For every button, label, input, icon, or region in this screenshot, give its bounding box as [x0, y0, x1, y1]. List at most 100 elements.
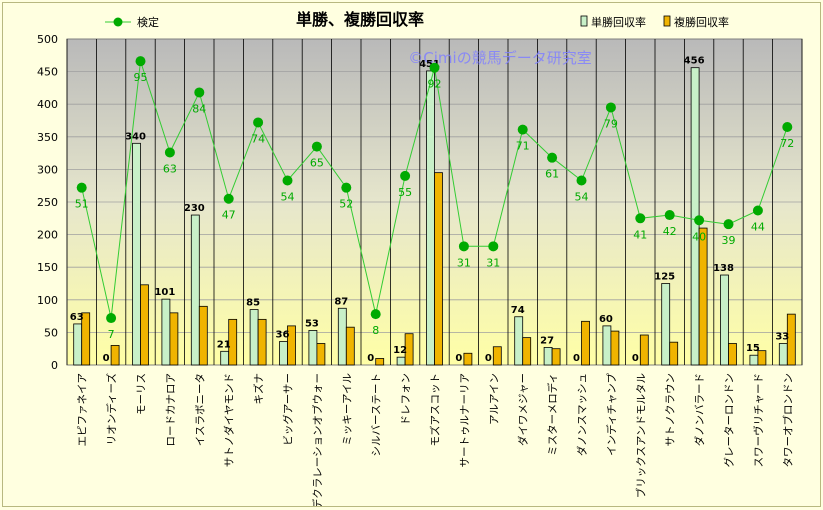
x-tick-label: モズアスコット	[429, 373, 442, 447]
line-data-label: 92	[428, 78, 442, 91]
bar-data-label: 53	[305, 318, 319, 329]
bar-place-return	[110, 345, 120, 366]
y-axis: 0 50 100 150 200 250 300 350 400 450 500	[37, 33, 58, 372]
bar-data-label: 0	[103, 353, 110, 364]
line-data-label: 40	[692, 230, 706, 243]
x-tick-label: スワーヴリチャード	[752, 373, 765, 467]
x-tick-label: デクラレーションオブウォー	[311, 373, 324, 506]
bar-win-return	[220, 350, 230, 366]
bar-win-return	[190, 214, 200, 366]
line-point	[723, 219, 734, 230]
line-point	[782, 122, 793, 133]
bar-place-return	[345, 326, 355, 366]
bar-win-return	[249, 309, 259, 366]
legend-swatch-place	[663, 15, 671, 27]
bar-data-label: 60	[599, 314, 613, 325]
bar-place-return	[404, 333, 414, 366]
line-data-label: 7	[108, 328, 115, 341]
bar-place-return	[492, 346, 502, 366]
line-data-label: 54	[281, 190, 295, 203]
line-point	[164, 147, 175, 158]
line-data-label: 47	[222, 209, 236, 222]
legend-label-place: 複勝回収率	[674, 15, 729, 29]
line-point	[253, 117, 264, 128]
x-tick-label: ミッキーアイル	[341, 373, 353, 446]
line-point	[135, 56, 146, 67]
bar-win-return	[749, 354, 759, 366]
x-tick-label: シルバーステート	[371, 373, 383, 456]
line-data-label: 61	[545, 168, 559, 181]
bar-place-return	[257, 318, 267, 366]
x-tick-label: ブリックスアンドモルタル	[634, 373, 647, 498]
line-series: 51 7 95 63 84 47 74 54 65 52 8 55 92 31 31 71 61 54 79 41 42…	[75, 56, 794, 341]
line-point	[664, 210, 675, 221]
bar-place-return	[551, 348, 561, 366]
bar-win-return	[132, 142, 141, 366]
x-tick-label: ダノンバラード	[693, 373, 706, 446]
bar-data-label: 27	[540, 335, 554, 346]
bar-place-return	[434, 172, 443, 366]
bar-data-label: 33	[775, 331, 789, 342]
line-point	[106, 313, 117, 324]
bar-win-return	[279, 341, 288, 366]
bar-data-label: 0	[455, 353, 462, 364]
x-axis-labels: エピファネイア リオンディーズ モーリス ロードカナロア イスラボニータ サトノダイヤモン…	[77, 373, 795, 510]
bar-place-return	[639, 334, 649, 366]
line-point	[282, 175, 293, 186]
line-data-label: 95	[134, 71, 148, 84]
line-data-label: 54	[575, 190, 589, 203]
bar-win-return	[337, 307, 347, 366]
line-data-label: 41	[633, 228, 647, 241]
y-tick-label: 150	[37, 261, 58, 274]
bar-win-return	[602, 325, 612, 366]
x-tick-label: リオンディーズ	[105, 373, 118, 445]
bar-place-return	[786, 313, 796, 366]
bar-data-label: 63	[70, 312, 84, 323]
bar-place-return	[140, 284, 149, 366]
bar-data-label: 138	[713, 263, 734, 274]
line-point	[694, 215, 705, 226]
bar-win-return	[426, 70, 435, 366]
bar-win-return	[720, 274, 729, 366]
legend-line-marker	[113, 17, 123, 27]
line-data-label: 79	[604, 117, 618, 130]
line-data-label: 44	[751, 220, 765, 233]
line-point	[223, 193, 234, 204]
line-data-label: 31	[457, 256, 471, 269]
bar-data-label: 101	[154, 287, 175, 298]
bar-win-return	[514, 316, 524, 366]
bar-place-return	[669, 341, 679, 366]
bar-place-return	[522, 337, 532, 366]
y-tick-label: 450	[37, 66, 58, 79]
bar-place-return	[463, 352, 473, 366]
line-point	[605, 102, 616, 113]
bar-data-label: 451	[419, 59, 440, 70]
bar-place-return	[228, 318, 238, 366]
watermark: ©Cimiの競馬データ研究室	[408, 49, 591, 67]
line-point	[458, 241, 469, 252]
chart-title: 単勝、複勝回収率	[296, 10, 424, 29]
legend: 検定 単勝回収率 複勝回収率	[105, 15, 729, 29]
line-point	[76, 182, 87, 193]
bar-data-label: 21	[217, 339, 231, 350]
line-point	[429, 62, 440, 73]
bar-data-label: 74	[511, 305, 525, 316]
bar-data-label: 12	[393, 345, 407, 356]
line-point	[635, 213, 646, 224]
bar-data-label: 340	[125, 131, 146, 142]
line-data-label: 65	[310, 157, 324, 170]
y-tick-label: 50	[44, 326, 58, 339]
line-data-label: 39	[722, 234, 736, 247]
bar-data-label: 15	[746, 343, 760, 354]
bar-data-label: 230	[184, 203, 205, 214]
line-point	[341, 182, 352, 193]
x-tick-label: モーリス	[136, 373, 148, 415]
line-data-label: 31	[486, 256, 500, 269]
line-data-label: 55	[398, 186, 412, 199]
line-point	[311, 141, 322, 152]
line-data-label: 52	[339, 198, 353, 211]
y-tick-label: 0	[51, 359, 58, 372]
line-data-label: 63	[163, 162, 177, 175]
